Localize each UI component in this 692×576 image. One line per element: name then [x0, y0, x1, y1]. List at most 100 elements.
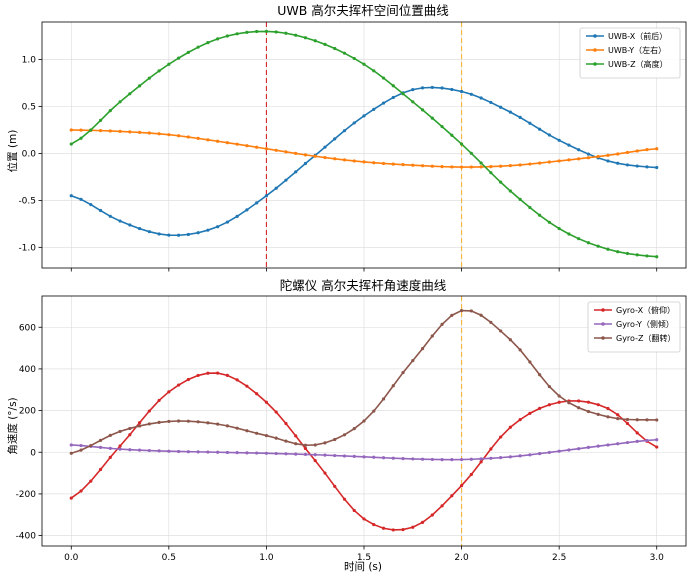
series-point-0	[196, 373, 200, 378]
series-point-0	[255, 201, 259, 205]
series-point-2	[440, 322, 444, 326]
series-point-2	[499, 180, 503, 184]
series-point-1	[557, 159, 561, 163]
series-point-1	[645, 148, 649, 152]
series-point-0	[69, 194, 73, 198]
series-point-0	[264, 400, 269, 404]
series-point-1	[625, 440, 630, 445]
series-point-2	[245, 30, 249, 34]
series-point-1	[69, 443, 73, 447]
x-tick-label: 2.0	[454, 553, 469, 563]
series-point-0	[333, 137, 337, 141]
series-point-2	[225, 424, 229, 428]
series-point-0	[362, 114, 366, 118]
series-point-1	[255, 451, 259, 455]
series-point-0	[69, 496, 73, 500]
series-point-2	[137, 84, 142, 88]
series-point-2	[635, 418, 639, 422]
series-point-2	[606, 415, 610, 419]
series-point-1	[137, 130, 142, 135]
series-point-1	[420, 164, 425, 168]
series-point-2	[372, 409, 376, 413]
series-point-2	[79, 448, 83, 452]
series-point-0	[391, 528, 395, 532]
series-point-0	[118, 444, 122, 448]
series-point-1	[362, 455, 366, 459]
series-point-1	[147, 448, 151, 453]
series-point-2	[538, 213, 542, 217]
series-point-1	[547, 450, 551, 455]
series-point-1	[108, 129, 112, 133]
series-point-1	[372, 455, 376, 459]
series-point-0	[284, 178, 288, 182]
series-point-2	[508, 338, 512, 342]
series-point-2	[381, 397, 386, 401]
series-point-1	[196, 136, 200, 140]
legend-marker-0	[601, 308, 605, 312]
series-point-0	[225, 220, 229, 224]
y-tick-label: -400	[16, 532, 37, 542]
series-point-1	[186, 135, 190, 139]
y-tick-label: 400	[19, 365, 36, 375]
series-point-0	[479, 460, 483, 464]
series-point-0	[303, 446, 308, 451]
series-point-2	[625, 251, 630, 256]
series-point-0	[167, 390, 171, 394]
series-point-1	[557, 449, 561, 453]
series-point-2	[420, 108, 425, 112]
series-point-0	[352, 508, 356, 513]
series-point-0	[518, 418, 522, 422]
series-point-2	[547, 220, 551, 224]
series-point-0	[89, 202, 93, 207]
series-point-0	[216, 225, 220, 229]
series-point-1	[499, 164, 503, 168]
series-point-0	[635, 164, 639, 168]
legend-label-1: UWB-Y（左右）	[608, 45, 666, 55]
series-point-0	[479, 96, 483, 100]
series-point-0	[294, 170, 298, 174]
series-point-2	[362, 62, 366, 66]
series-point-2	[323, 42, 327, 46]
series-point-2	[245, 429, 249, 433]
series-point-2	[577, 237, 581, 241]
series-point-2	[528, 205, 532, 210]
series-point-0	[420, 520, 425, 524]
series-point-0	[79, 197, 83, 201]
series-point-1	[225, 141, 229, 145]
series-point-1	[216, 450, 220, 454]
series-point-2	[606, 247, 610, 251]
legend-marker-2	[593, 62, 597, 66]
series-point-0	[177, 233, 181, 237]
series-point-1	[264, 147, 269, 151]
series-point-0	[518, 115, 522, 120]
uwb-chart-title: UWB 高尔夫挥杆空间位置曲线	[277, 3, 449, 18]
legend-label-0: UWB-X（前后）	[608, 31, 667, 41]
series-point-0	[118, 219, 122, 223]
series-point-0	[557, 138, 561, 142]
series-point-0	[235, 214, 239, 218]
series-point-1	[499, 456, 503, 460]
series-point-2	[186, 50, 190, 54]
series-point-2	[157, 420, 161, 425]
series-point-0	[186, 232, 190, 237]
series-point-2	[459, 308, 464, 313]
gyro-y-axis-label: 角速度 (°/s)	[6, 397, 19, 454]
series-point-2	[362, 419, 366, 423]
series-point-2	[118, 100, 122, 104]
series-point-0	[294, 434, 298, 438]
series-point-2	[538, 373, 542, 377]
series-point-1	[616, 442, 620, 446]
series-point-0	[577, 148, 581, 152]
series-point-1	[459, 457, 464, 462]
series-point-1	[313, 154, 317, 158]
series-point-2	[98, 118, 103, 122]
series-point-2	[333, 46, 337, 51]
series-point-0	[108, 214, 112, 218]
series-point-1	[206, 450, 210, 454]
series-point-2	[586, 409, 591, 414]
series-point-1	[469, 165, 473, 169]
series-point-2	[147, 76, 151, 80]
series-point-0	[216, 371, 220, 375]
series-point-1	[186, 450, 190, 454]
series-point-1	[118, 447, 122, 451]
